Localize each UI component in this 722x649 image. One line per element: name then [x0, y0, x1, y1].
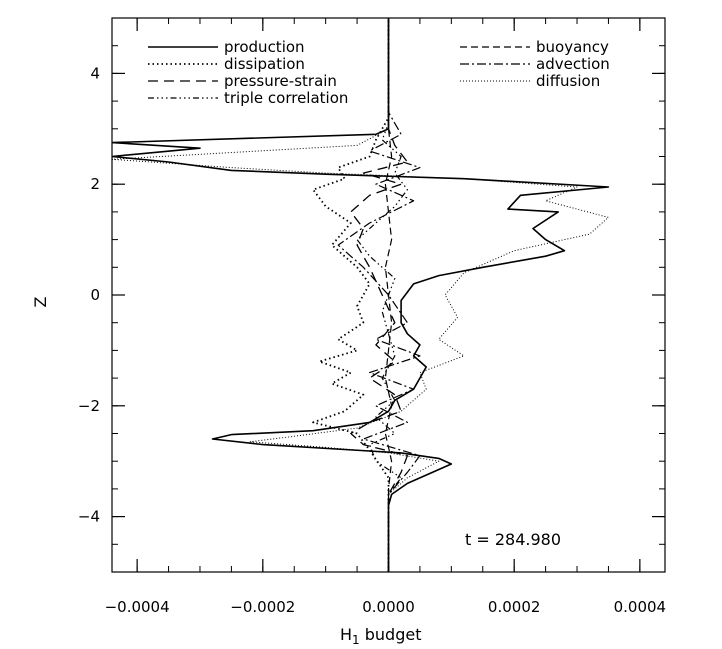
series-line-dissipation — [312, 18, 390, 572]
x-tick-label: −0.0004 — [105, 598, 170, 616]
legend-label-advection: advection — [536, 55, 610, 73]
legend-label-diffusion: diffusion — [536, 72, 600, 90]
series-line-buoyancy — [384, 18, 393, 572]
y-tick-label: 0 — [90, 286, 100, 304]
legend-label-dissipation: dissipation — [224, 55, 305, 73]
y-tick-label: 4 — [90, 64, 100, 82]
legend-label-production: production — [224, 38, 305, 56]
y-tick-label: −4 — [78, 508, 100, 526]
y-axis-label: Z — [31, 296, 50, 307]
y-tick-label: 2 — [90, 175, 100, 193]
series-line-diffusion — [112, 18, 609, 572]
x-axis-label-main: H — [340, 625, 352, 644]
legend-label-buoyancy: buoyancy — [536, 38, 609, 56]
x-tick-label: −0.0002 — [230, 598, 295, 616]
x-tick-label: 0.0000 — [362, 598, 415, 616]
series-layer — [112, 18, 610, 572]
legend-label-triple-correlation: triple correlation — [224, 89, 348, 107]
x-tick-label: 0.0004 — [614, 598, 667, 616]
time-annotation: t = 284.980 — [465, 530, 561, 549]
x-axis-label-suffix: budget — [360, 625, 422, 644]
series-line-triple-correlation — [356, 18, 408, 572]
legend: productiondissipationpressure-straintrip… — [148, 38, 610, 107]
x-axis-label: H1 budget — [340, 625, 421, 647]
series-line-advection — [337, 18, 421, 572]
series-line-pressure-strain — [350, 18, 409, 572]
x-axis-label-subscript: 1 — [352, 633, 360, 647]
series-line-production — [112, 18, 610, 572]
legend-label-pressure-strain: pressure-strain — [224, 72, 337, 90]
y-tick-label: −2 — [78, 397, 100, 415]
ticks-layer: −0.0004 −0.0002 0.0000 0.0002 0.0004 −4 −2 0 2 4 — [78, 17, 667, 616]
x-tick-label: 0.0002 — [488, 598, 541, 616]
